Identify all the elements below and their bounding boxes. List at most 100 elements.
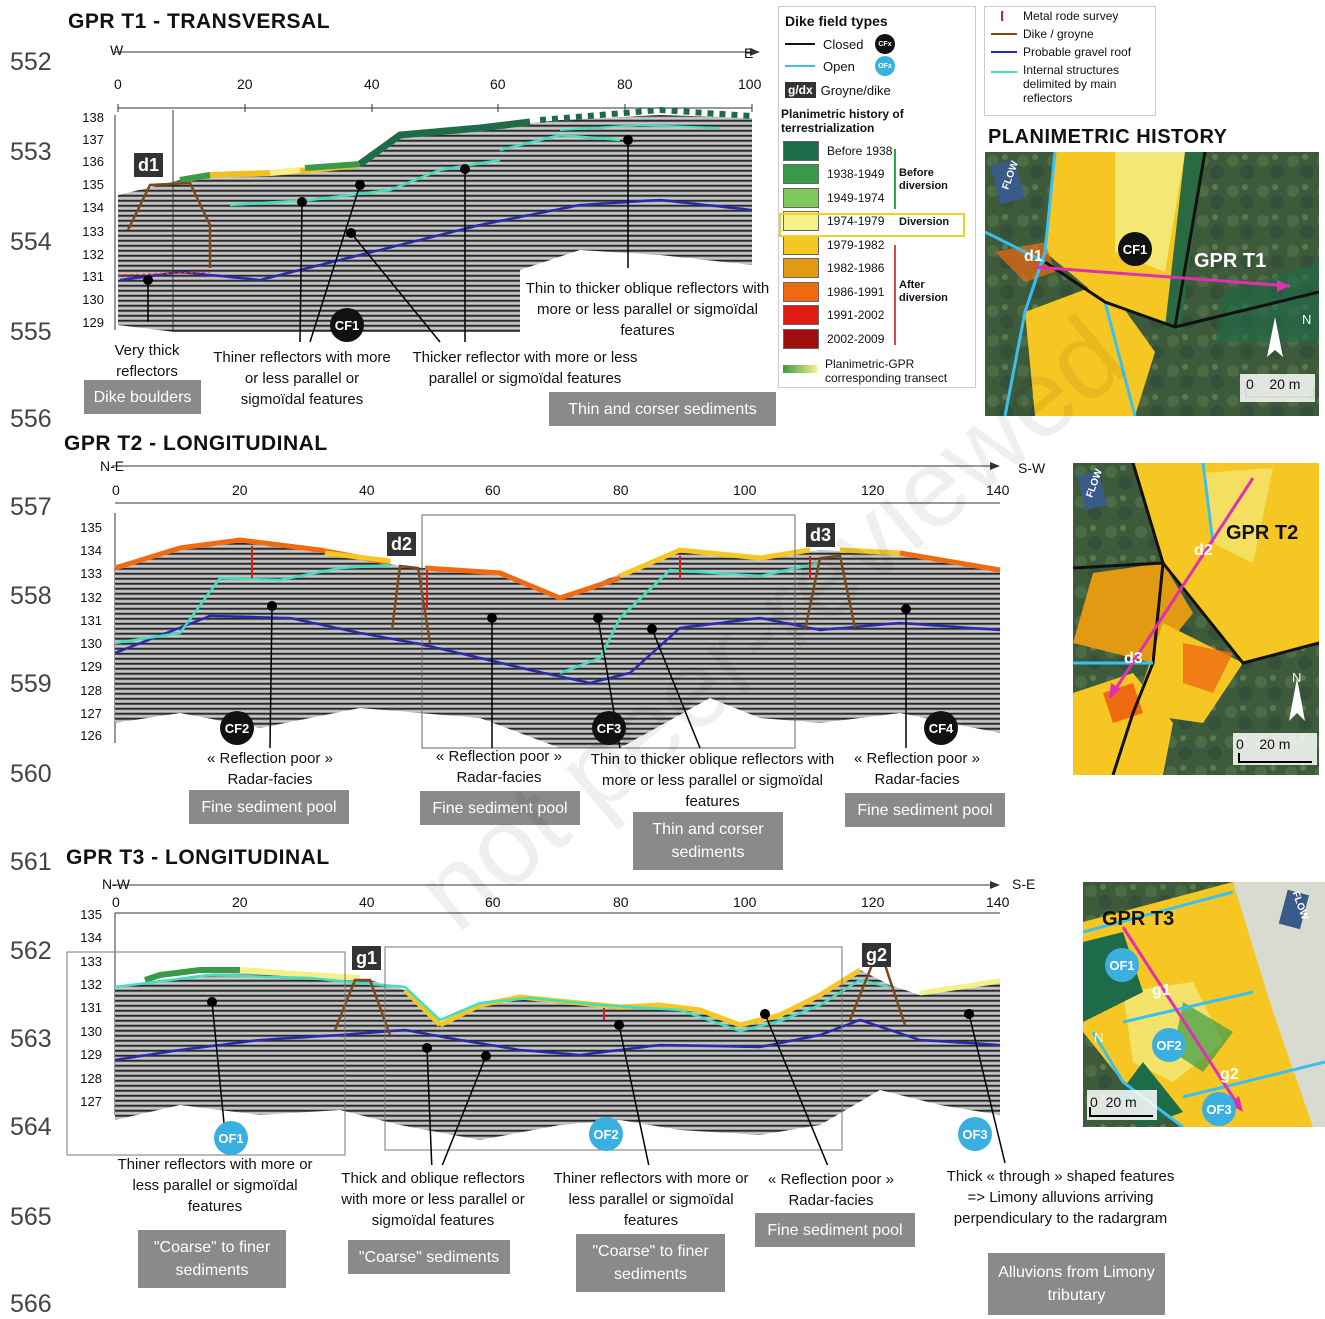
internal-line-icon bbox=[991, 71, 1017, 73]
t1-y-tick: 135 bbox=[82, 177, 104, 192]
history-title: Planimetric history of terrestrializatio… bbox=[781, 107, 904, 135]
line-number: 558 bbox=[10, 582, 52, 610]
t2-dir-right: S-W bbox=[1018, 460, 1046, 476]
map3-g2: g2 bbox=[1220, 1066, 1239, 1083]
t2-x-tick: 20 bbox=[232, 482, 248, 498]
t3-radargram bbox=[66, 881, 1006, 1165]
t2-d3-label: d3 bbox=[806, 523, 836, 547]
t3-of3-badge: OF3 bbox=[958, 1117, 992, 1151]
t1-cf1-badge: CF1 bbox=[330, 308, 364, 342]
t1-y-tick: 136 bbox=[82, 154, 104, 169]
t1-x-tick: 80 bbox=[617, 76, 633, 92]
t2-ann-oblique: Thin to thicker oblique reflectors with … bbox=[590, 751, 835, 810]
map1-gpr: GPR T1 bbox=[1194, 250, 1267, 272]
t2-y-tick: 132 bbox=[80, 590, 102, 605]
period-item: 1938-1949 bbox=[783, 163, 975, 187]
t2-y-tick: 128 bbox=[80, 683, 102, 698]
dike-label: Dike / groyne bbox=[1023, 27, 1094, 41]
map2-image bbox=[1073, 463, 1319, 775]
period-label: 1982-1986 bbox=[827, 261, 885, 276]
period-label: Before 1938 bbox=[827, 143, 893, 158]
period-item: Before 1938 bbox=[783, 139, 975, 163]
legend-dike-types: Dike field types Closed CFx Open OFx g/d… bbox=[778, 6, 976, 388]
groyne-label: Groyne/dike bbox=[820, 82, 891, 98]
t1-ann-thiner: Thiner reflectors with more or less para… bbox=[213, 349, 391, 408]
map1-north: N bbox=[1302, 312, 1312, 327]
map3-gpr: GPR T3 bbox=[1102, 908, 1175, 930]
t3-x-tick: 100 bbox=[733, 894, 757, 910]
t2-x-tick: 100 bbox=[733, 482, 757, 498]
line-number: 560 bbox=[10, 760, 52, 788]
period-label: 1986-1991 bbox=[827, 284, 885, 299]
open-badge: OFx bbox=[875, 56, 895, 76]
line-number: 562 bbox=[10, 937, 52, 965]
t3-x-tick: 60 bbox=[485, 894, 501, 910]
t2-ann-rp1: « Reflection poor » Radar-facies bbox=[207, 750, 333, 788]
diversion-label: Diversion bbox=[899, 216, 950, 228]
t3-g2-label: g2 bbox=[862, 943, 892, 967]
map1-d1: d1 bbox=[1024, 248, 1043, 265]
line-number: 557 bbox=[10, 493, 52, 521]
t2-y-tick: 133 bbox=[80, 566, 102, 581]
t3-y-tick: 127 bbox=[80, 1094, 102, 1109]
t1-box-thin-sediments: Thin and corser sediments bbox=[549, 392, 776, 426]
line-number: 556 bbox=[10, 405, 52, 433]
period-swatch bbox=[783, 164, 819, 185]
t3-y-tick: 132 bbox=[80, 977, 102, 992]
t2-x-tick: 120 bbox=[861, 482, 885, 498]
line-number: 561 bbox=[10, 848, 52, 876]
period-item: 1986-1991 bbox=[783, 280, 975, 304]
t2-box-pool3: Fine sediment pool bbox=[845, 793, 1005, 827]
legend-lines: Metal rode survey Dike / groyne Probable… bbox=[984, 6, 1156, 116]
gravel-label: Probable gravel roof bbox=[1023, 45, 1132, 59]
closed-badge: CFx bbox=[875, 34, 895, 54]
t2-box-thin: Thin and corser sediments bbox=[633, 812, 783, 870]
map2-north: N bbox=[1292, 670, 1302, 685]
t2-ann-rp3: « Reflection poor » Radar-facies bbox=[854, 750, 980, 788]
t2-title: GPR T2 - LONGITUDINAL bbox=[64, 432, 328, 455]
t1-radargram bbox=[114, 48, 760, 343]
t3-x-tick: 80 bbox=[613, 894, 629, 910]
t1-ann-thicker: Thicker reflector with more or less para… bbox=[412, 349, 638, 387]
period-label: 1979-1982 bbox=[827, 237, 885, 252]
t2-y-tick: 129 bbox=[80, 659, 102, 674]
map2-scale: 0 20 m bbox=[1236, 736, 1291, 752]
t3-ann4: « Reflection poor » Radar-facies bbox=[768, 1171, 894, 1209]
t2-radargram bbox=[112, 462, 1001, 749]
map3-g1: g1 bbox=[1152, 982, 1171, 999]
t1-ann-oblique: Thin to thicker oblique reflectors with … bbox=[525, 280, 770, 339]
period-swatch bbox=[783, 211, 819, 232]
t3-ann3: Thiner reflectors with more or less para… bbox=[553, 1170, 749, 1229]
map3-of2: OF2 bbox=[1152, 1028, 1186, 1062]
period-swatch bbox=[783, 258, 819, 279]
period-label: 1991-2002 bbox=[827, 308, 885, 323]
t1-y-tick: 134 bbox=[82, 200, 104, 215]
period-item: 1974-1979 bbox=[783, 210, 975, 234]
t3-y-tick: 131 bbox=[80, 1000, 102, 1015]
t1-dike-label: d1 bbox=[134, 153, 164, 177]
transect-label: Planimetric-GPR corresponding transect bbox=[825, 357, 948, 385]
t2-y-tick: 130 bbox=[80, 636, 102, 651]
t1-x-tick: 100 bbox=[738, 76, 762, 92]
metal-rode-icon bbox=[1001, 11, 1003, 21]
t1-y-tick: 132 bbox=[82, 247, 104, 262]
line-number: 564 bbox=[10, 1113, 52, 1141]
map3-scale: 0 20 m bbox=[1090, 1094, 1137, 1110]
t2-x-tick: 80 bbox=[613, 482, 629, 498]
t1-box-dike-boulders: Dike boulders bbox=[84, 380, 201, 414]
t3-x-tick: 120 bbox=[861, 894, 885, 910]
t1-y-tick: 137 bbox=[82, 132, 104, 147]
before-diversion-label: Before diversion bbox=[899, 167, 948, 192]
t1-dir-right: E bbox=[744, 45, 754, 61]
t1-ann-very-thick: Very thick reflectors bbox=[114, 342, 180, 380]
t2-y-tick: 127 bbox=[80, 706, 102, 721]
t2-cf2-badge: CF2 bbox=[220, 711, 254, 745]
period-swatch bbox=[783, 328, 819, 349]
before-bracket bbox=[894, 149, 896, 209]
t2-y-tick: 134 bbox=[80, 543, 102, 558]
t3-ann1: Thiner reflectors with more or less para… bbox=[117, 1156, 313, 1215]
t3-box2: "Coarse" sediments bbox=[348, 1240, 510, 1274]
t3-dir-left: N-W bbox=[102, 876, 130, 892]
map1-title: PLANIMETRIC HISTORY bbox=[988, 126, 1228, 148]
line-number: 555 bbox=[10, 318, 52, 346]
